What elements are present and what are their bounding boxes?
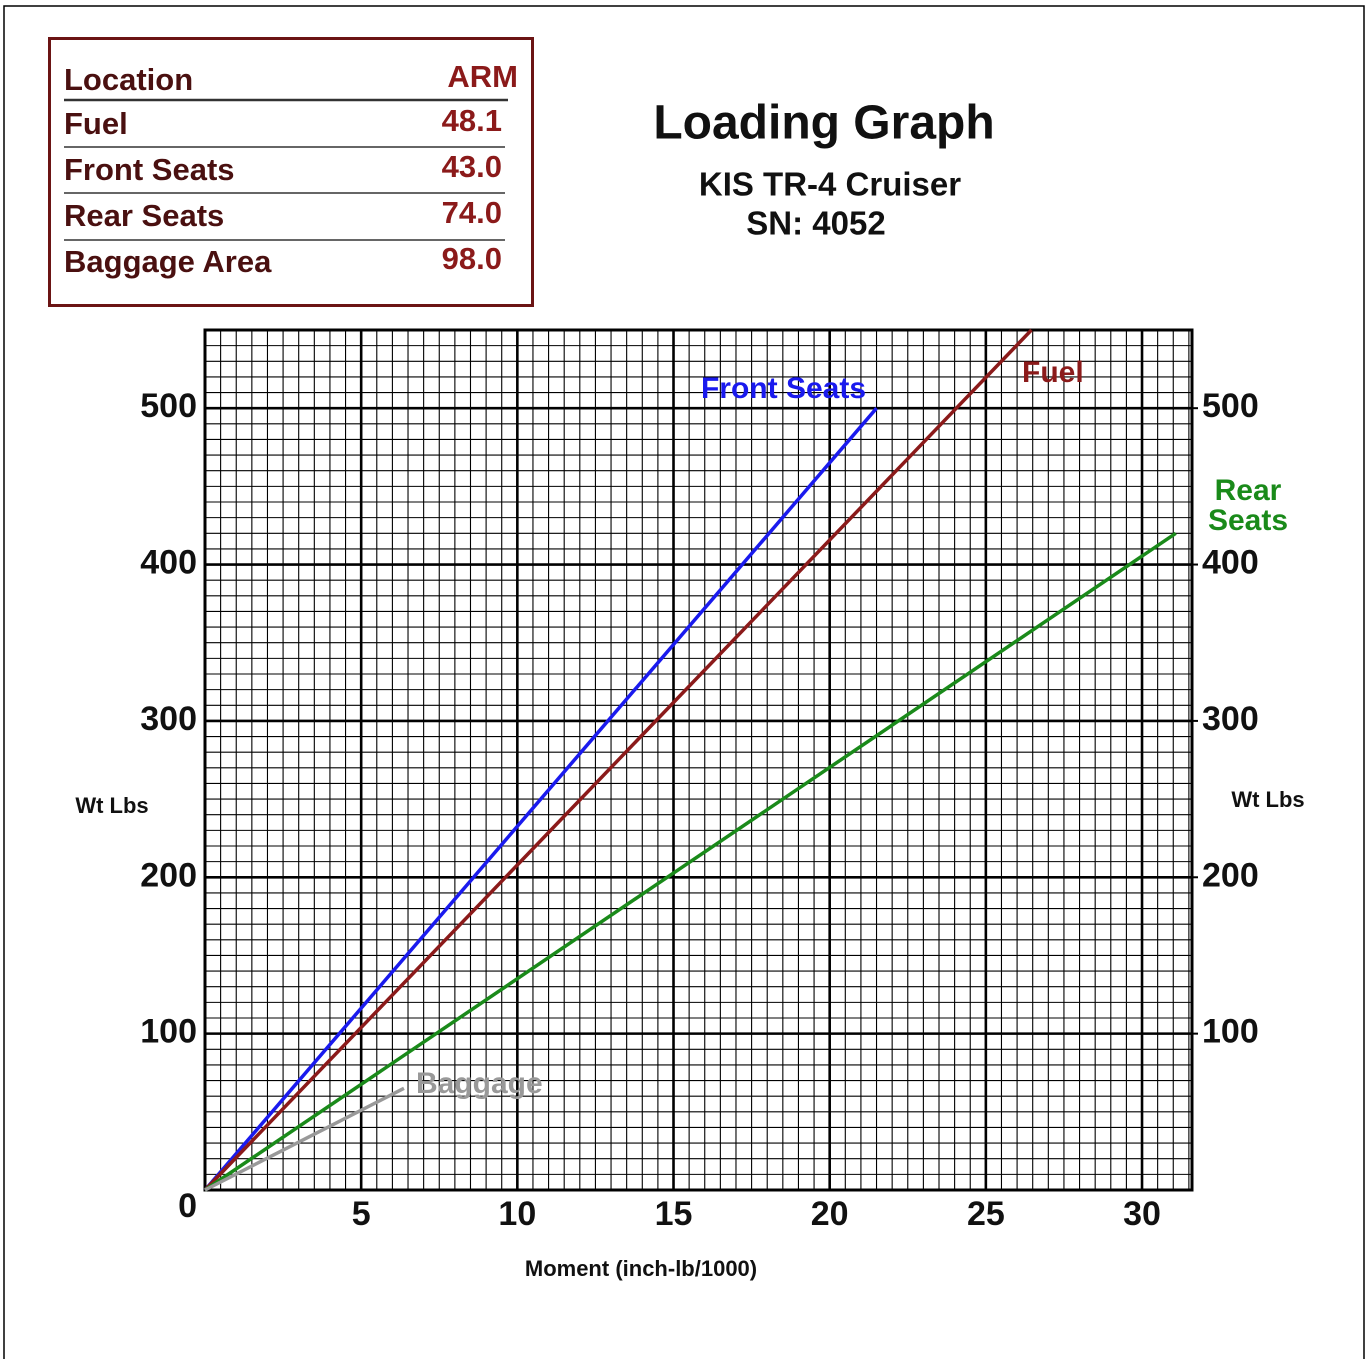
y2-tick-label: 300 bbox=[1202, 700, 1259, 738]
y2-tick-label: 200 bbox=[1202, 856, 1259, 894]
table-arm: 43.0 bbox=[442, 149, 502, 184]
x-tick-label: 25 bbox=[967, 1195, 1005, 1233]
chart-subtitle: KIS TR-4 Cruiser bbox=[699, 166, 961, 203]
arm-table-box bbox=[48, 37, 534, 307]
x-tick-label: 20 bbox=[811, 1195, 849, 1233]
y-tick-label: 200 bbox=[140, 856, 197, 894]
series-line bbox=[203, 328, 1033, 1192]
series-line bbox=[204, 1086, 405, 1192]
table-location: Front Seats bbox=[64, 152, 235, 187]
x-tick-label: 10 bbox=[498, 1195, 536, 1233]
y-axis-label: Wt Lbs bbox=[75, 793, 148, 818]
x-tick-label: 5 bbox=[352, 1195, 371, 1233]
y2-tick-label: 500 bbox=[1202, 387, 1259, 425]
chart-title: Loading Graph bbox=[653, 97, 994, 150]
table-location: Baggage Area bbox=[64, 244, 272, 279]
series-label-line: Seats bbox=[1208, 504, 1288, 537]
y-tick-label: 100 bbox=[140, 1013, 197, 1051]
y-tick-label: 500 bbox=[140, 387, 197, 425]
table-location: Rear Seats bbox=[64, 198, 224, 233]
series-label: Rear Seats bbox=[1208, 474, 1288, 537]
y2-axis-label: Wt Lbs bbox=[1231, 787, 1304, 812]
series-line bbox=[203, 407, 878, 1192]
table-header: ARM bbox=[447, 59, 518, 94]
table-rules bbox=[64, 98, 508, 241]
x-axis-label: Moment (inch-lb/1000) bbox=[525, 1256, 757, 1281]
series-label: Baggage bbox=[416, 1067, 543, 1100]
table-arm: 48.1 bbox=[442, 103, 502, 138]
x-tick-label: 15 bbox=[655, 1195, 693, 1233]
y2-tick-label: 400 bbox=[1202, 544, 1259, 582]
chart-subtitle: SN: 4052 bbox=[746, 205, 885, 242]
minor-grid bbox=[205, 330, 1192, 1190]
y-tick-label: 300 bbox=[140, 700, 197, 738]
series-label: Fuel bbox=[1022, 356, 1084, 389]
x-tick-label: 30 bbox=[1123, 1195, 1161, 1233]
y-tick-label: 400 bbox=[140, 544, 197, 582]
table-location: Fuel bbox=[64, 106, 128, 141]
series-label: Front Seats bbox=[701, 372, 866, 405]
table-arm: 74.0 bbox=[442, 195, 502, 230]
table-arm: 98.0 bbox=[442, 241, 502, 276]
series-label-line: Rear bbox=[1215, 474, 1282, 507]
y2-tick-label: 100 bbox=[1202, 1013, 1259, 1051]
table-header: Location bbox=[64, 62, 193, 97]
y-tick-label: 0 bbox=[178, 1187, 197, 1225]
series-line bbox=[204, 531, 1177, 1192]
